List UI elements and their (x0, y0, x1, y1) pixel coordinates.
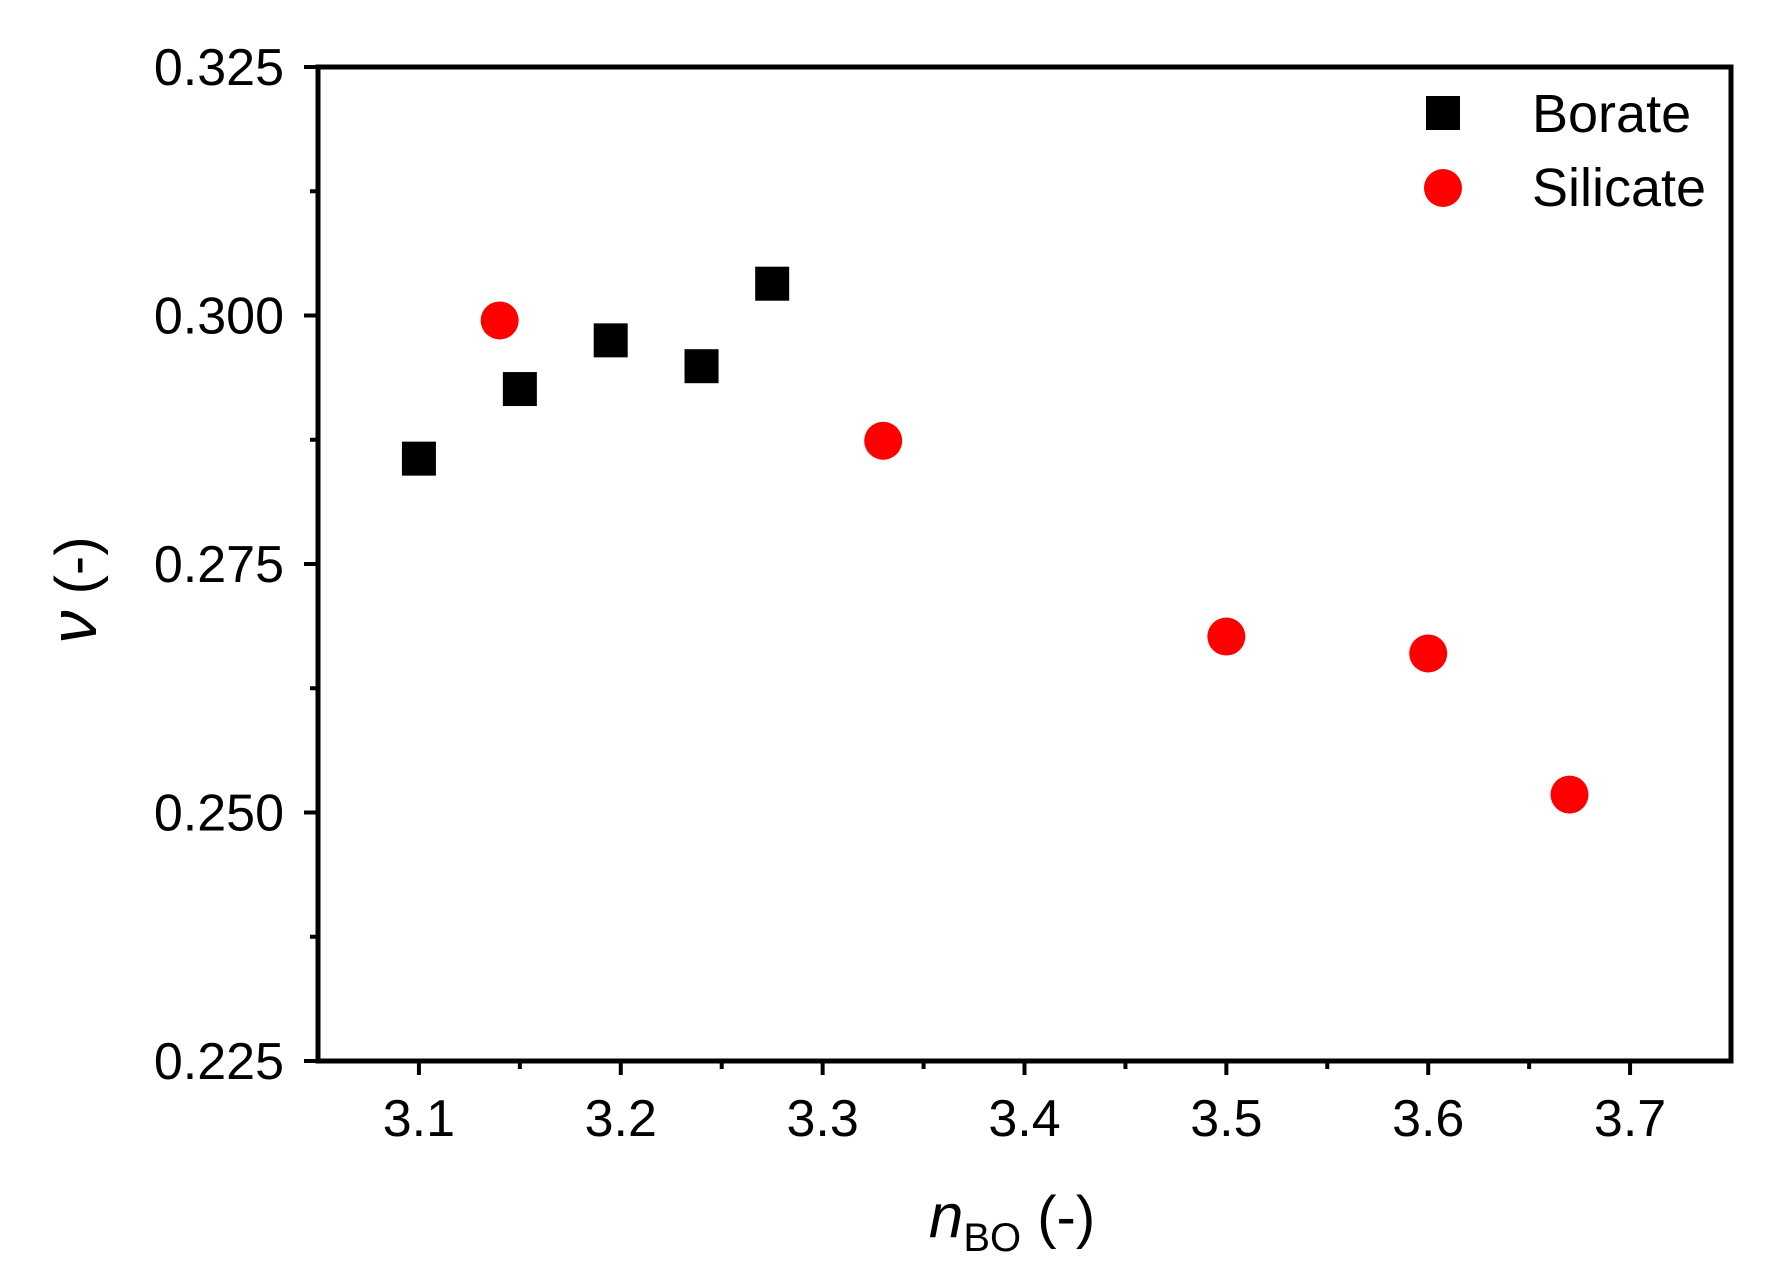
legend-label-borate: Borate (1532, 84, 1691, 144)
legend-label-silicate: Silicate (1532, 158, 1706, 218)
y-tick-label: 0.225 (154, 1033, 284, 1091)
data-points (401, 266, 1589, 814)
plot-frame (315, 64, 1734, 1064)
y-axis-title: ν (-) (36, 536, 110, 643)
x-axis-title-suffix: (-) (1021, 1185, 1095, 1250)
data-point-borate (755, 266, 790, 301)
y-axis-title-main: ν (36, 611, 110, 644)
x-axis-title: nBO (-) (929, 1182, 1095, 1260)
x-tick-label: 3.3 (786, 1090, 858, 1148)
x-tick-label: 3.1 (383, 1090, 455, 1148)
x-tick-label: 3.2 (585, 1090, 657, 1148)
data-point-silicate (864, 421, 903, 460)
y-tick-label: 0.275 (154, 536, 284, 594)
axis-ticks (304, 65, 1633, 1075)
tick-labels: 3.1 3.2 3.3 3.4 3.5 3.6 3.7 0.225 0.250 0.275 0.30… (154, 39, 1666, 1148)
x-axis-title-subscript: BO (963, 1216, 1021, 1260)
legend-marker-borate (1426, 96, 1460, 130)
data-point-borate (593, 323, 628, 358)
x-tick-label: 3.4 (988, 1090, 1060, 1148)
data-point-silicate (1409, 634, 1448, 673)
y-tick-label: 0.250 (154, 785, 284, 843)
x-axis-title-main: n (929, 1182, 963, 1251)
x-tick-label: 3.6 (1392, 1090, 1464, 1148)
legend-marker-silicate (1424, 169, 1462, 207)
x-tick-label: 3.5 (1190, 1090, 1262, 1148)
data-point-silicate (480, 301, 519, 340)
data-point-silicate (1550, 775, 1589, 814)
y-axis-title-suffix: (-) (44, 536, 109, 610)
x-tick-label: 3.7 (1594, 1090, 1666, 1148)
data-point-borate (401, 441, 436, 476)
data-point-borate (684, 349, 719, 384)
data-point-borate (502, 372, 537, 407)
y-tick-label: 0.325 (154, 39, 284, 97)
data-point-silicate (1207, 617, 1246, 656)
legend: Borate Silicate (1424, 84, 1706, 218)
y-tick-label: 0.300 (154, 288, 284, 346)
